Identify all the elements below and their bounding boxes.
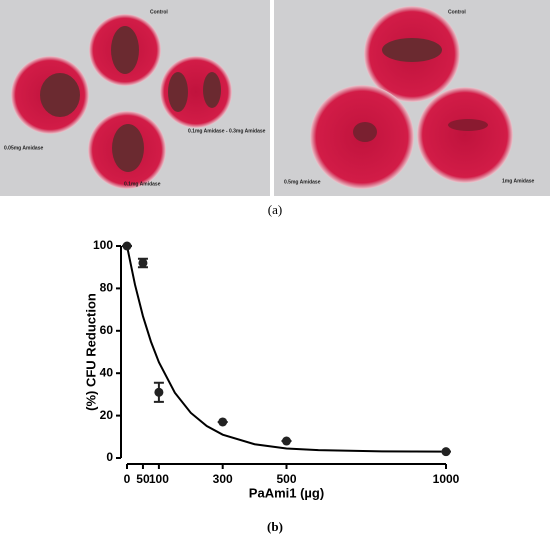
photo-label: 0.5mg Amidase (284, 179, 321, 185)
caption: (a) (268, 202, 282, 217)
photo-label: 0.1mg Amidase - 0.3mg Amidase (188, 128, 266, 134)
photo-label: 0.1mg Amidase (124, 181, 161, 187)
data-point (138, 258, 148, 268)
fit-curve (126, 245, 447, 453)
x-tick-label: 300 (213, 472, 233, 486)
y-tick-label: 40 (100, 365, 114, 379)
data-point (154, 387, 164, 397)
data-point (282, 436, 291, 446)
photo-left: Control 0.05mg Amidase 0.1mg Amidase - 0… (0, 0, 270, 196)
x-tick-label: 0 (124, 472, 131, 486)
y-tick-label: 20 (100, 408, 114, 422)
x-tick-label: 100 (149, 472, 169, 486)
y-tick-label: 100 (93, 238, 113, 252)
photo-label: 0.05mg Amidase (4, 145, 43, 151)
caption: (b) (267, 519, 283, 534)
photo-label: Control (150, 9, 168, 15)
x-tick-label: 50 (136, 472, 150, 486)
x-axis-label: PaAmi1 (µg) (249, 485, 324, 500)
photo-right: Control 0.5mg Amidase 1mg Amidase (274, 0, 550, 196)
y-axis-label: (%) CFU Reduction (83, 293, 98, 411)
data-point (122, 241, 132, 251)
y-tick-label: 60 (100, 323, 114, 337)
photo-label: Control (448, 9, 466, 15)
y-tick-label: 0 (106, 450, 113, 464)
photo-label: 1mg Amidase (502, 178, 535, 184)
y-tick-label: 80 (100, 281, 114, 295)
data-point (441, 447, 451, 457)
data-point (218, 417, 228, 427)
x-tick-label: 500 (276, 472, 296, 486)
x-tick-label: 1000 (433, 472, 460, 486)
